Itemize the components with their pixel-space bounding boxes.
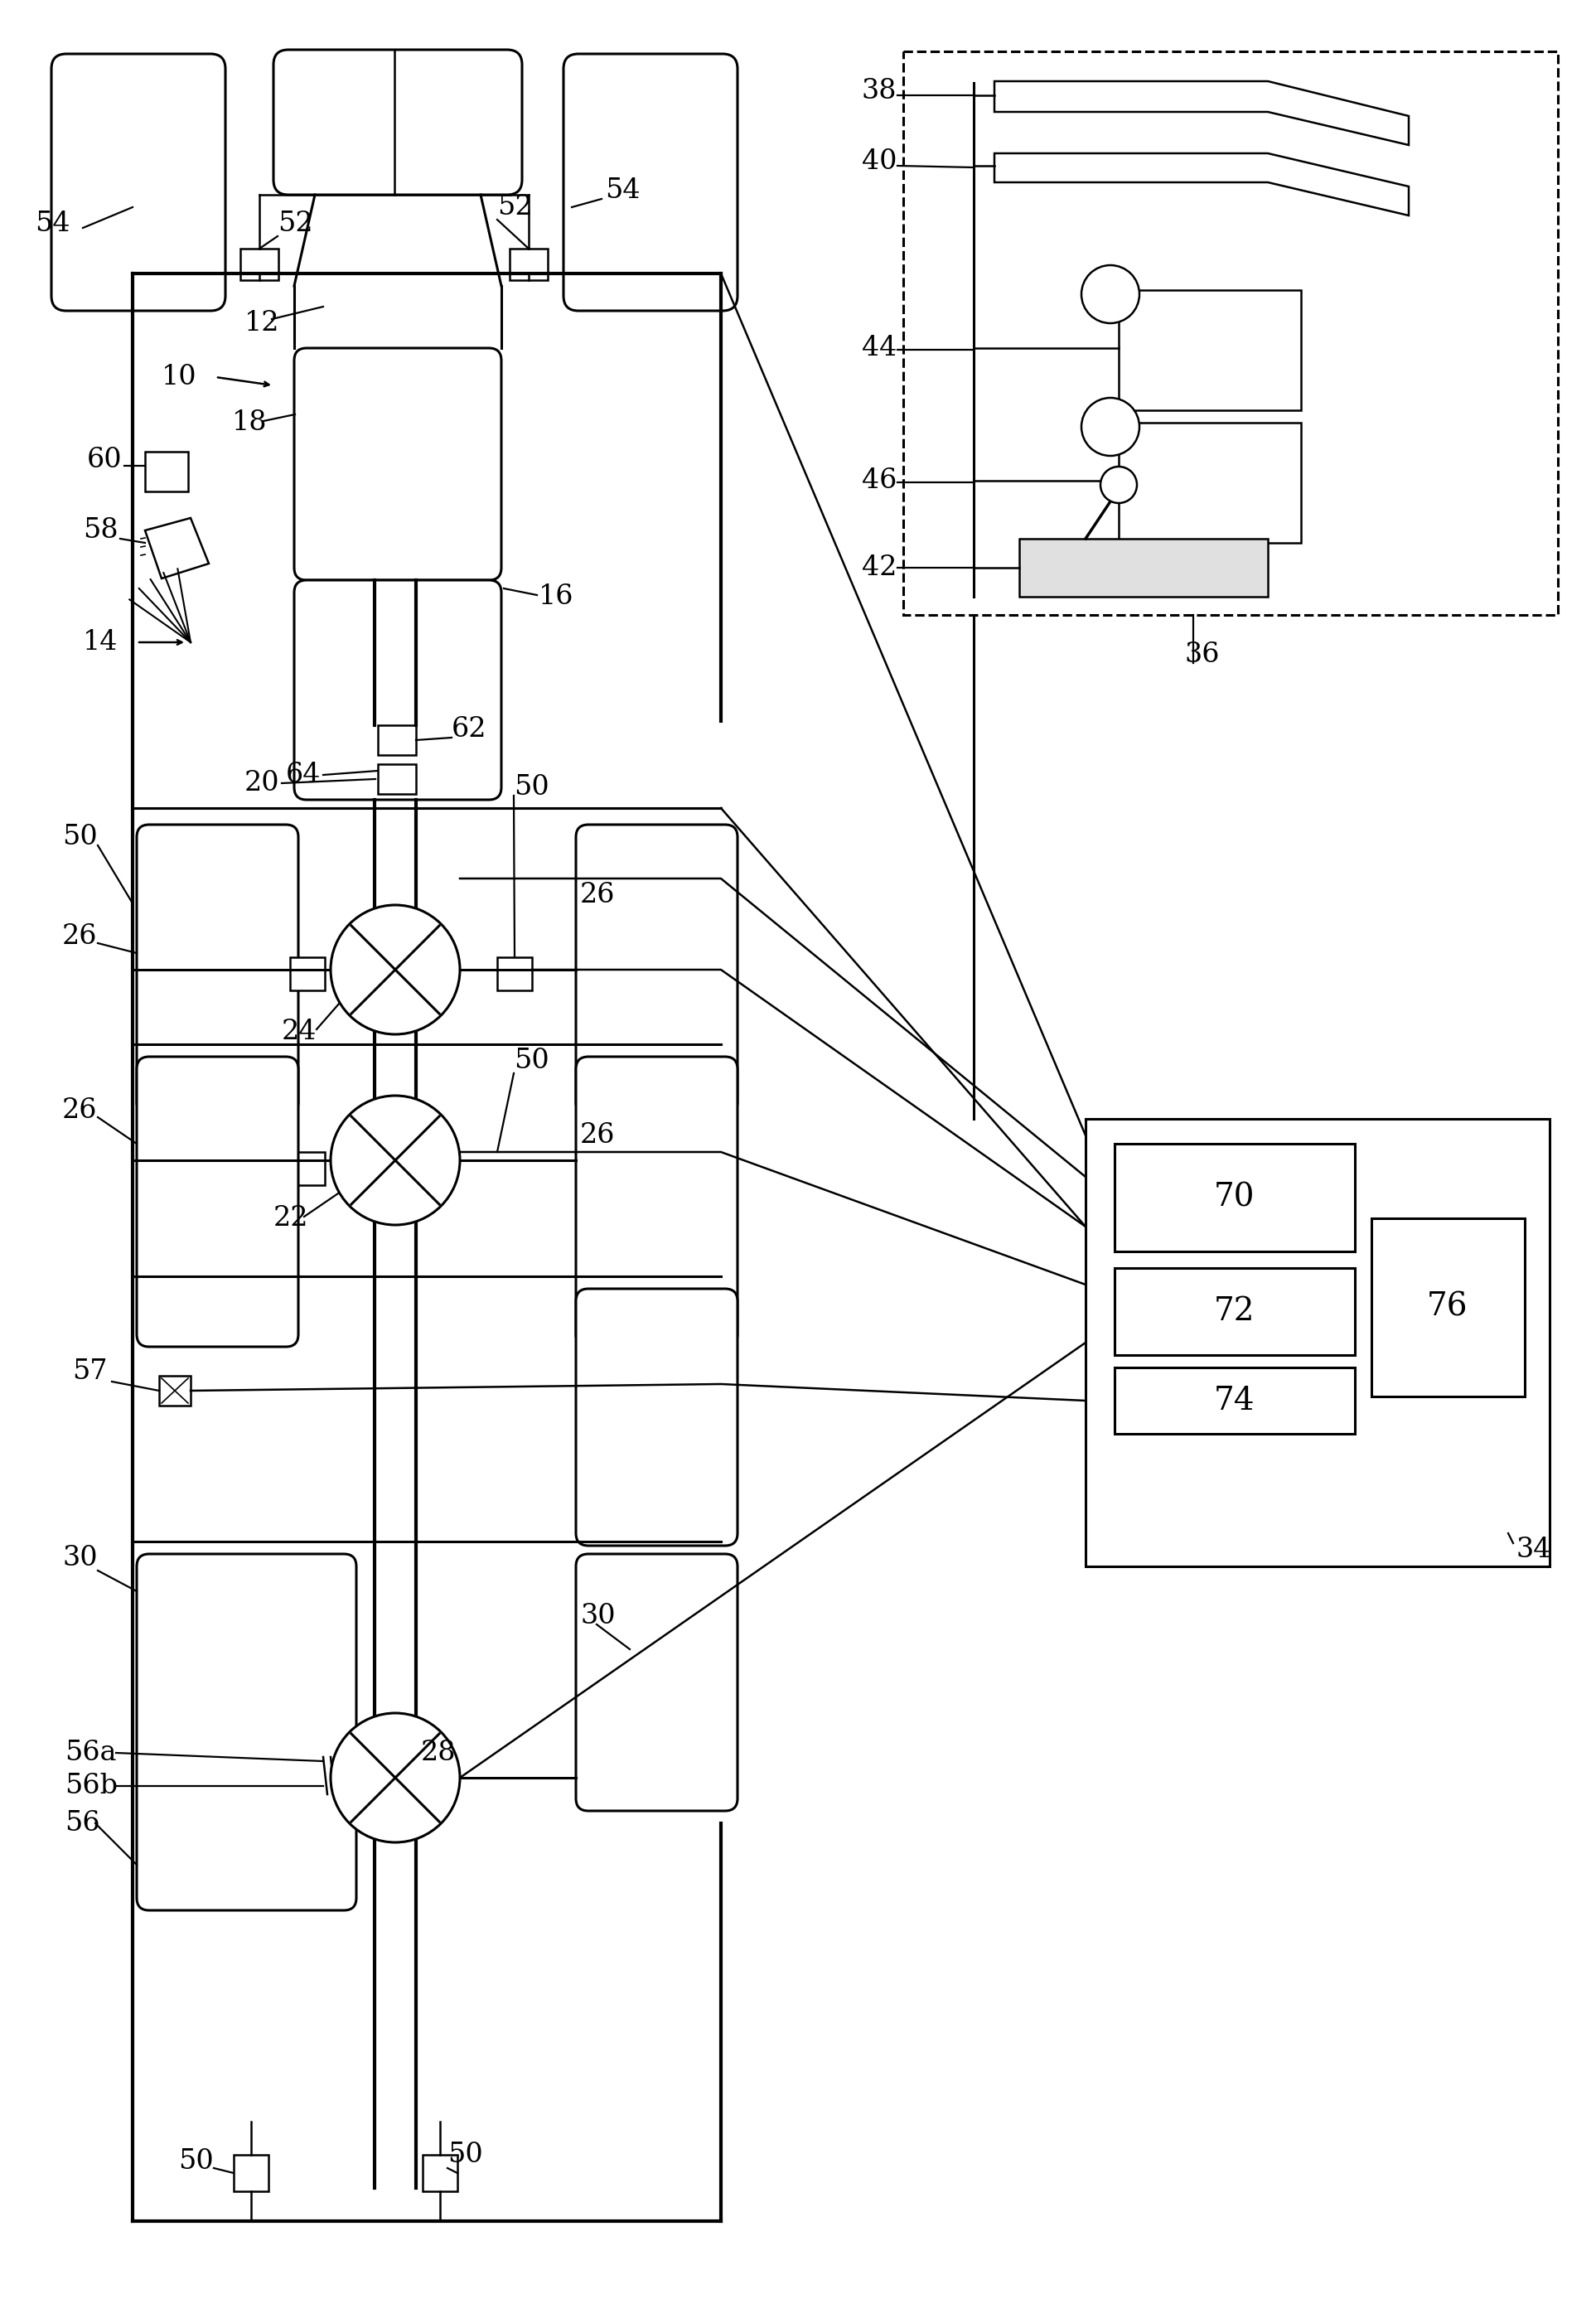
Bar	[1085, 1120, 1550, 1567]
Bar	[903, 51, 1558, 615]
Text: 76: 76	[1427, 1293, 1468, 1322]
Text: 16: 16	[538, 583, 575, 611]
Text: 56: 56	[64, 1811, 101, 1836]
Text: 12: 12	[244, 311, 279, 336]
Circle shape	[1101, 468, 1136, 502]
Text: 60: 60	[88, 447, 123, 472]
Text: 50: 50	[514, 774, 549, 799]
Text: 54: 54	[35, 210, 70, 237]
Bar	[378, 765, 417, 795]
FancyBboxPatch shape	[137, 825, 298, 1115]
Bar	[241, 249, 278, 281]
Text: 62: 62	[452, 717, 487, 742]
Circle shape	[330, 1714, 460, 1843]
Bar	[1371, 1219, 1524, 1396]
Text: 50: 50	[447, 2140, 484, 2168]
Text: 30: 30	[62, 1546, 97, 1571]
Text: 36: 36	[1184, 641, 1221, 668]
Bar	[1114, 1143, 1355, 1251]
FancyBboxPatch shape	[294, 348, 501, 581]
Polygon shape	[1020, 539, 1267, 597]
Text: 10: 10	[161, 364, 196, 389]
Bar	[290, 956, 326, 991]
Bar	[378, 726, 417, 756]
Text: 52: 52	[498, 194, 533, 221]
Circle shape	[1082, 265, 1140, 323]
FancyBboxPatch shape	[51, 53, 225, 311]
Text: 58: 58	[83, 516, 118, 544]
FancyBboxPatch shape	[137, 1553, 356, 1910]
Bar	[362, 1758, 396, 1793]
Text: 20: 20	[244, 770, 279, 797]
FancyBboxPatch shape	[137, 1058, 298, 1348]
Circle shape	[330, 905, 460, 1034]
Text: 38: 38	[862, 78, 897, 104]
Bar	[233, 2154, 268, 2191]
Bar	[498, 956, 531, 991]
Text: 40: 40	[862, 147, 897, 175]
FancyBboxPatch shape	[576, 1058, 737, 1348]
Text: 70: 70	[1215, 1182, 1254, 1212]
Text: 26: 26	[62, 1097, 97, 1124]
Circle shape	[330, 1097, 460, 1226]
Text: 14: 14	[83, 629, 118, 657]
Bar	[145, 452, 188, 491]
Text: 52: 52	[278, 210, 313, 237]
Text: 50: 50	[179, 2147, 214, 2175]
Text: 50: 50	[514, 1048, 549, 1074]
FancyBboxPatch shape	[576, 825, 737, 1115]
Bar	[423, 2154, 458, 2191]
Bar	[1114, 1369, 1355, 1433]
Text: 50: 50	[62, 825, 97, 850]
Text: 28: 28	[421, 1740, 456, 1767]
FancyBboxPatch shape	[576, 1553, 737, 1811]
Text: 42: 42	[862, 555, 897, 581]
FancyBboxPatch shape	[273, 51, 522, 196]
Text: 22: 22	[273, 1205, 308, 1233]
Text: 74: 74	[1215, 1385, 1256, 1417]
Text: 26: 26	[62, 924, 97, 949]
Bar	[160, 1375, 190, 1405]
Text: 54: 54	[605, 177, 640, 203]
Text: 24: 24	[282, 1018, 318, 1046]
Circle shape	[1082, 399, 1140, 456]
FancyBboxPatch shape	[563, 53, 737, 311]
Bar	[290, 1152, 326, 1184]
Bar	[1119, 290, 1301, 410]
Text: 46: 46	[862, 468, 897, 493]
Bar	[1119, 422, 1301, 544]
Text: 57: 57	[72, 1359, 107, 1385]
Text: 56a: 56a	[64, 1740, 117, 1767]
Text: 26: 26	[579, 1122, 616, 1150]
Bar	[509, 249, 547, 281]
Text: 72: 72	[1215, 1295, 1254, 1327]
Text: 34: 34	[1516, 1537, 1551, 1562]
Text: 30: 30	[579, 1604, 616, 1629]
Bar	[1114, 1267, 1355, 1355]
Text: 18: 18	[231, 410, 267, 435]
Text: 64: 64	[286, 763, 321, 788]
Text: 56b: 56b	[64, 1772, 118, 1799]
FancyBboxPatch shape	[294, 581, 501, 799]
FancyBboxPatch shape	[576, 1288, 737, 1546]
Text: 26: 26	[579, 882, 616, 908]
Text: 44: 44	[862, 334, 897, 362]
